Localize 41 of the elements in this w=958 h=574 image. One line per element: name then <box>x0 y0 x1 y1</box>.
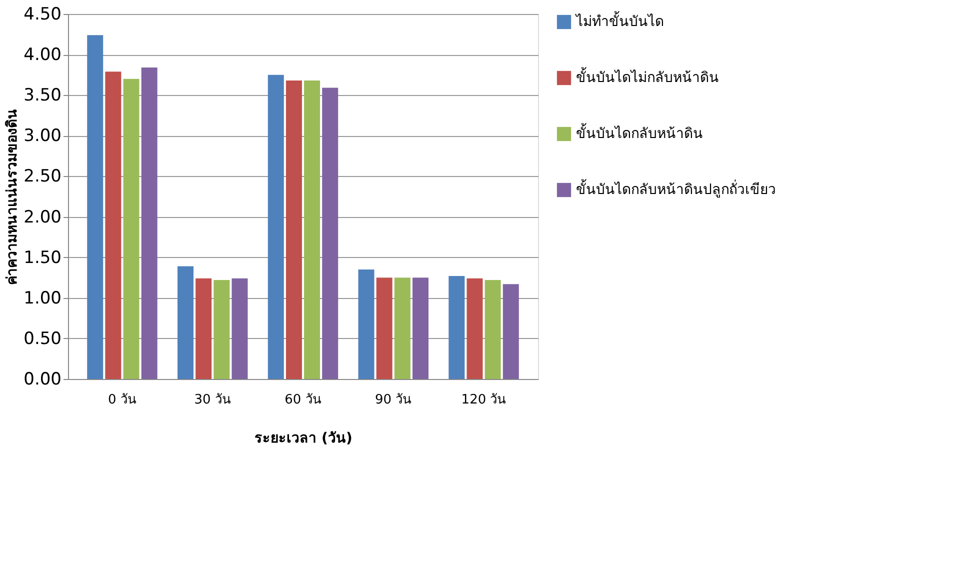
bar <box>214 280 230 379</box>
legend-label: ไม่ทำขั้นบันได <box>575 11 664 30</box>
legend-label: ขั้นบันไดกลับหน้าดินปลูกถั่วเขียว <box>576 179 776 198</box>
bar <box>196 278 212 379</box>
y-tick-label: 1.00 <box>24 288 62 308</box>
bar <box>502 284 519 379</box>
x-tick-label: 30 วัน <box>194 392 231 408</box>
y-tick-label: 2.50 <box>24 166 62 187</box>
bar <box>304 80 320 379</box>
legend-label: ขั้นบันไดกลับหน้าดิน <box>576 123 703 142</box>
bar <box>322 88 338 379</box>
x-tick-label: 60 วัน <box>284 392 322 408</box>
bar <box>105 72 122 379</box>
bar <box>448 276 465 379</box>
y-tick-label: 1.50 <box>24 248 62 268</box>
y-tick-label: 4.50 <box>24 4 62 24</box>
x-tick-label: 0 วัน <box>108 392 136 408</box>
bar <box>358 270 374 379</box>
bar <box>376 278 392 379</box>
x-axis-title: ระยะเวลา (วัน) <box>254 430 352 446</box>
bar <box>394 278 410 379</box>
bar <box>178 266 194 379</box>
bar <box>286 80 302 379</box>
bar <box>232 278 248 379</box>
y-tick-label: 2.00 <box>24 207 62 228</box>
y-tick-label: 0.50 <box>24 328 62 349</box>
y-tick-label: 4.00 <box>24 45 62 66</box>
bar <box>87 35 104 379</box>
bar <box>268 74 284 379</box>
bar <box>141 68 158 379</box>
bar <box>412 278 428 379</box>
y-tick-label: 3.50 <box>24 86 62 106</box>
bar <box>466 278 483 379</box>
y-axis-title: ค่าความหนาแน่นรวมของดิน <box>4 109 21 285</box>
x-tick-label: 120 วัน <box>461 392 506 408</box>
legend-label: ขั้นบันไดไม่กลับหน้าดิน <box>576 67 719 86</box>
y-tick-label: 0.00 <box>24 370 62 390</box>
bar <box>484 280 501 379</box>
x-tick-label: 90 วัน <box>375 392 412 408</box>
y-tick-label: 3.00 <box>24 126 62 146</box>
bar <box>123 78 140 379</box>
